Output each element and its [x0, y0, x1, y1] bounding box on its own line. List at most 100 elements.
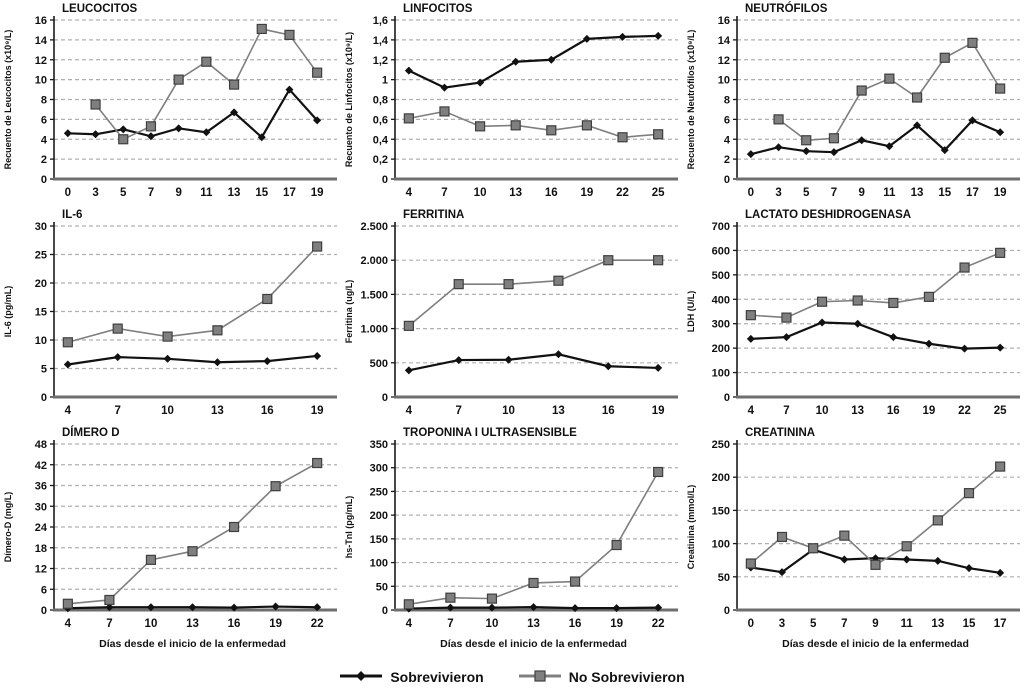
data-point-diamond [583, 34, 592, 43]
data-point-square [445, 592, 456, 603]
y-tick-label: 0 [724, 392, 730, 404]
data-point-diamond [285, 85, 294, 94]
x-tick-label: 19 [652, 405, 665, 417]
y-axis-label: Ferritina (ug/L) [344, 280, 354, 344]
data-point-diamond [857, 136, 866, 145]
data-point-square [828, 133, 839, 144]
y-tick-label: 700 [711, 221, 729, 233]
y-tick-label: 300 [370, 463, 388, 475]
data-point-diamond [63, 360, 72, 369]
data-point-square [776, 531, 787, 543]
data-point-diamond [968, 116, 977, 125]
data-point-square [852, 295, 863, 306]
y-tick-label: 2.000 [361, 255, 389, 267]
chart-svg-ferritina: 0 500 1.000 1.500 2.000 2.500 FERRITINA Ferriti… [344, 209, 679, 417]
x-tick-label: 4 [65, 618, 72, 630]
x-tick-label: 13 [931, 618, 944, 630]
data-point-square [118, 134, 129, 145]
x-tick-label: 17 [993, 618, 1006, 630]
y-tick-label: 500 [370, 358, 388, 370]
y-tick-label: 4 [724, 134, 731, 146]
chart-ferritina: 0 500 1.000 1.500 2.000 2.500 FERRITINA Ferriti… [341, 206, 682, 424]
data-point-diamond [547, 55, 556, 64]
data-point-square [145, 121, 157, 132]
chart-svg-il6: 0 5 10 15 20 25 30 IL-6 IL-6 (pg/mL) 4 7 10 13 16 19 [3, 209, 337, 417]
x-tick-label: 10 [486, 618, 499, 630]
data-point-square [228, 79, 240, 90]
data-point-square [963, 488, 974, 499]
data-point-square [404, 599, 415, 610]
x-tick-label: 10 [145, 618, 158, 630]
legend-item-sobrevivieron: Sobrevivieron [339, 669, 484, 686]
data-point-square [883, 73, 895, 84]
data-point-square [932, 515, 943, 526]
data-point-diamond [313, 116, 322, 125]
y-tick-label: 16 [717, 15, 729, 27]
data-point-square [887, 297, 899, 309]
data-point-square [201, 56, 212, 67]
data-point-diamond [263, 357, 272, 366]
data-point-square [112, 323, 123, 334]
y-tick-label: 50 [717, 572, 729, 584]
data-point-diamond [612, 604, 621, 613]
legend: Sobrevivieron No Sobrevivieron [0, 656, 1024, 698]
data-point-diamond [912, 121, 921, 130]
x-tick-label: 19 [611, 618, 624, 630]
data-point-square [959, 262, 970, 273]
x-tick-label: 3 [775, 187, 781, 199]
x-tick-label: 9 [175, 187, 181, 199]
series-line-sobrevivieron [750, 321, 1000, 350]
y-tick-label: 12 [35, 55, 47, 67]
x-tick-label: 13 [910, 187, 923, 199]
y-tick-label: 200 [711, 343, 729, 355]
x-tick-label: 10 [502, 405, 515, 417]
chart-title: CREATININA [745, 427, 815, 439]
x-tick-label: 9 [872, 618, 878, 630]
y-tick-label: 50 [376, 581, 388, 593]
data-point-diamond [440, 83, 449, 92]
data-point-square [800, 135, 812, 146]
x-tick-label: 7 [830, 187, 836, 199]
data-point-diamond [774, 143, 783, 152]
data-point-square [745, 310, 756, 321]
chart-svg-troponina: 0 50 100 150 200 250 300 350 TROPONINA I ULTRASE… [344, 427, 679, 650]
y-tick-label: 1.500 [361, 289, 389, 301]
series-line-sobrevivieron [67, 354, 318, 366]
x-tick-label: 0 [747, 187, 753, 199]
chart-creatinina: 0 50 100 150 200 250 CREATININA Creatinina (mmo… [683, 424, 1024, 656]
y-axis-label: Creatinina (mmol/L) [686, 485, 696, 570]
x-tick-label: 11 [200, 187, 213, 199]
y-tick-label: 100 [711, 368, 729, 380]
x-tick-label: 4 [65, 405, 72, 417]
y-tick-label: 14 [35, 35, 48, 47]
y-tick-label: 15 [35, 307, 47, 319]
x-tick-label: 5 [120, 187, 127, 199]
x-tick-label: 7 [148, 187, 154, 199]
chart-neutrofilos: 0 2 4 6 8 10 12 14 16 NEUTRÓFILOS Recuento de Neut… [683, 0, 1024, 206]
y-tick-label: 250 [711, 439, 729, 451]
data-point-diamond [271, 602, 280, 611]
x-tick-label: 22 [311, 618, 324, 630]
data-point-diamond [654, 363, 663, 372]
x-tick-label: 19 [311, 187, 324, 199]
series-line-sobrevivieron [408, 34, 659, 89]
series-line-no-sobrevivieron [94, 28, 318, 141]
y-tick-label: 1 [382, 75, 388, 87]
data-point-diamond [113, 353, 122, 362]
data-point-diamond [746, 150, 755, 159]
y-tick-label: 0 [382, 392, 388, 404]
x-tick-label: 13 [211, 405, 224, 417]
x-tick-label: 10 [474, 187, 487, 199]
y-tick-label: 20 [35, 278, 47, 290]
chart-svg-leucocitos: 0 2 4 6 8 10 12 14 16 LEUCOCITOS Recuento de Leuco… [3, 3, 337, 199]
y-tick-label: 0 [382, 605, 388, 617]
series-line-no-sobrevivieron [409, 110, 659, 139]
legend-item-no-sobrevivieron: No Sobrevivieron [518, 669, 685, 686]
data-point-square [270, 481, 281, 492]
data-point-diamond [746, 334, 755, 343]
y-axis-label: IL-6 (pg/mL) [3, 286, 13, 338]
data-point-diamond [405, 366, 414, 375]
chart-il6: 0 5 10 15 20 25 30 IL-6 IL-6 (pg/mL) 4 7 10 13 16 19 [0, 206, 341, 424]
x-tick-label: 13 [851, 405, 864, 417]
